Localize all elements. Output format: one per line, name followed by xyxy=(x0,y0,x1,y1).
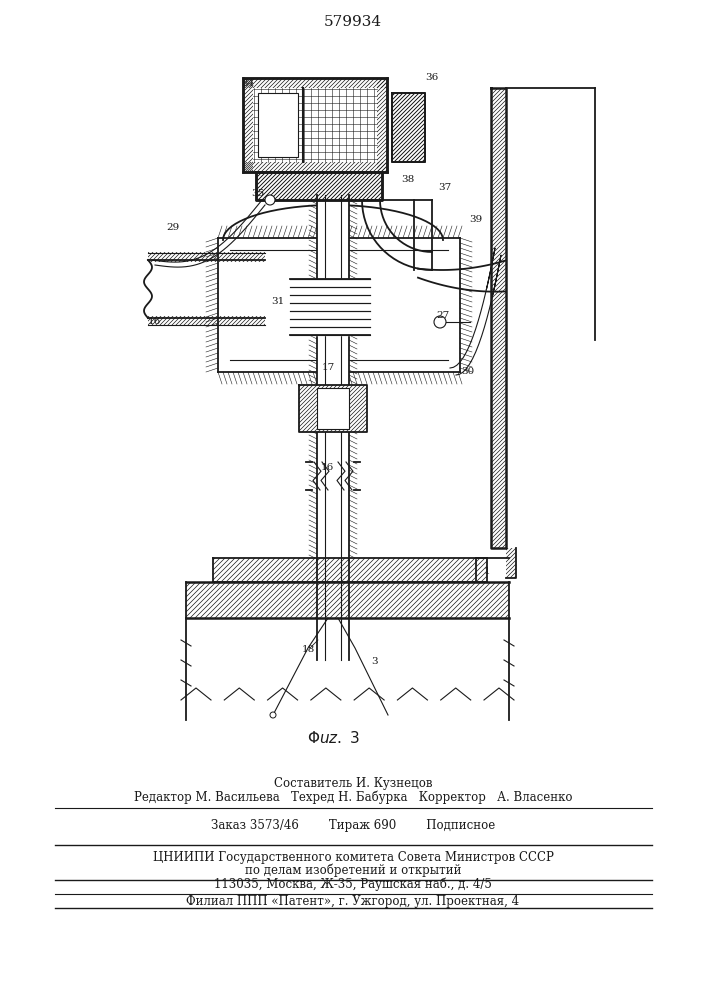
Text: $\Phi u z.\ 3$: $\Phi u z.\ 3$ xyxy=(307,730,359,746)
Polygon shape xyxy=(491,548,516,578)
Text: по делам изобретений и открытий: по делам изобретений и открытий xyxy=(245,863,461,877)
Polygon shape xyxy=(243,78,387,172)
Polygon shape xyxy=(258,93,298,157)
Text: Филиал ППП «Патент», г. Ужгород, ул. Проектная, 4: Филиал ППП «Патент», г. Ужгород, ул. Про… xyxy=(187,894,520,908)
Text: 16: 16 xyxy=(147,318,160,326)
Polygon shape xyxy=(392,93,425,162)
Text: 113035, Москва, Ж-35, Раушская наб., д. 4/5: 113035, Москва, Ж-35, Раушская наб., д. … xyxy=(214,877,492,891)
Polygon shape xyxy=(317,185,349,580)
Text: 31: 31 xyxy=(271,298,285,306)
Polygon shape xyxy=(299,385,367,432)
Text: 36: 36 xyxy=(426,74,438,83)
Text: 34: 34 xyxy=(241,80,255,89)
Text: ЦНИИПИ Государственного комитета Совета Министров СССР: ЦНИИПИ Государственного комитета Совета … xyxy=(153,852,554,864)
Text: 37: 37 xyxy=(438,184,452,192)
Circle shape xyxy=(270,712,276,718)
Text: 35: 35 xyxy=(252,190,264,198)
Text: Заказ 3573/46        Тираж 690        Подписное: Заказ 3573/46 Тираж 690 Подписное xyxy=(211,820,495,832)
Polygon shape xyxy=(317,388,349,429)
Text: 579934: 579934 xyxy=(324,15,382,29)
Text: 27: 27 xyxy=(436,312,450,320)
Text: 39: 39 xyxy=(469,216,483,225)
Text: 1: 1 xyxy=(484,568,491,576)
Text: 18: 18 xyxy=(301,646,315,654)
Text: 29: 29 xyxy=(166,224,180,232)
Text: 30: 30 xyxy=(462,367,474,376)
Polygon shape xyxy=(213,558,487,582)
Text: 38: 38 xyxy=(402,176,414,184)
Circle shape xyxy=(265,195,275,205)
Text: Редактор М. Васильева   Техред Н. Бабурка   Корректор   А. Власенко: Редактор М. Васильева Техред Н. Бабурка … xyxy=(134,790,572,804)
Polygon shape xyxy=(491,88,506,548)
Polygon shape xyxy=(186,582,509,618)
Text: 17: 17 xyxy=(322,363,334,372)
Text: 16: 16 xyxy=(320,464,334,473)
Text: 3: 3 xyxy=(372,658,378,666)
Text: Составитель И. Кузнецов: Составитель И. Кузнецов xyxy=(274,778,432,790)
Circle shape xyxy=(434,316,446,328)
Polygon shape xyxy=(256,172,382,200)
